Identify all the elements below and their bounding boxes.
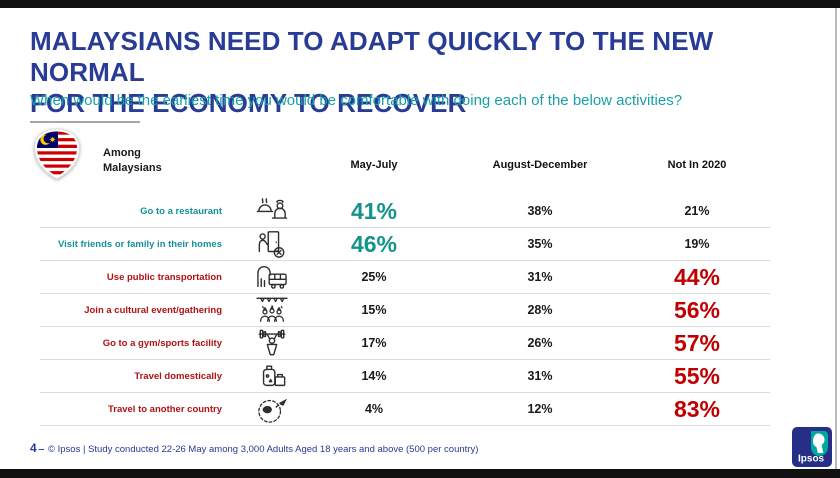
value-not-in-2020: 57% [673,329,721,356]
table-row: Visit friends or family in their homes 4… [40,228,770,261]
value-august-december: 35% [527,237,553,251]
value-may-july: 14% [361,369,387,383]
row-label: Visit friends or family in their homes [57,238,222,250]
value-not-in-2020: 55% [673,362,721,389]
value-may-july: 15% [361,303,387,317]
table-row: Travel domestically 14% 31% 55% [40,360,770,393]
value-august-december: 31% [527,369,553,383]
ipsos-logo: Ipsos [792,427,832,472]
slide-title-line1: MALAYSIANS NEED TO ADAPT QUICKLY TO THE … [30,26,714,87]
column-header-may-july: May-July [350,159,398,171]
value-may-july: 4% [364,402,384,416]
slide-title: MALAYSIANS NEED TO ADAPT QUICKLY TO THE … [30,26,825,119]
value-not-in-2020: 56% [673,296,721,323]
row-label: Go to a gym/sports facility [102,337,222,349]
ipsos-logo-text: Ipsos [798,454,825,465]
malaysia-flag-icon [31,127,83,186]
value-not-in-2020: 83% [673,395,721,422]
value-not-in-2020: 44% [673,263,721,290]
table-row: Travel to another country 4% 12% 83% [40,393,770,426]
cultural-event-icon [236,294,308,326]
value-may-july: 46% [350,230,398,257]
table-row: Go to a gym/sports facility 17% 26% 57% [40,327,770,360]
restaurant-icon [236,195,308,227]
value-august-december: 38% [527,204,553,218]
value-not-in-2020: 21% [684,204,710,218]
bottom-black-bar [0,469,840,478]
value-may-july: 17% [361,336,387,350]
table-row: Use public transportation 25% 31% 44% [40,261,770,294]
value-not-in-2020: 19% [684,237,710,251]
luggage-icon [236,360,308,392]
row-label: Use public transportation [106,271,222,283]
audience-label: Among Malaysians [103,146,162,176]
results-table: Go to a restaurant 41% 38% 21% Visit fri… [40,195,770,426]
value-august-december: 12% [527,402,553,416]
value-may-july: 41% [350,197,398,224]
row-label: Go to a restaurant [140,205,222,217]
audience-label-line2: Malaysians [103,162,162,174]
source-text: © Ipsos | Study conducted 22-26 May amon… [47,444,479,455]
page-number: 4 [30,441,37,455]
public-transport-icon [236,261,308,293]
visit-friends-icon [236,228,308,260]
page-number-dash: ‒ [38,444,44,455]
row-label: Join a cultural event/gathering [84,304,222,316]
table-row: Join a cultural event/gathering 15% 28% … [40,294,770,327]
value-august-december: 28% [527,303,553,317]
globe-travel-icon [236,393,308,425]
value-may-july: 25% [361,270,387,284]
row-label: Travel to another country [107,403,222,415]
audience-label-line1: Among [103,147,141,159]
question-underline [30,121,140,123]
column-header-not-in-2020: Not In 2020 [667,159,727,171]
footer-source: 4 ‒ © Ipsos | Study conducted 22-26 May am… [30,441,478,455]
gym-icon [236,327,308,359]
slide-title-line2: FOR THE ECONOMY TO RECOVER [30,88,467,118]
row-label: Travel domestically [134,370,222,382]
top-black-bar [0,0,840,8]
column-header-august-december: August-December [492,159,588,171]
survey-question: When would be the earliest time you woul… [30,92,683,109]
value-august-december: 26% [527,336,553,350]
table-row: Go to a restaurant 41% 38% 21% [40,195,770,228]
right-edge-line [835,8,837,469]
value-august-december: 31% [527,270,553,284]
